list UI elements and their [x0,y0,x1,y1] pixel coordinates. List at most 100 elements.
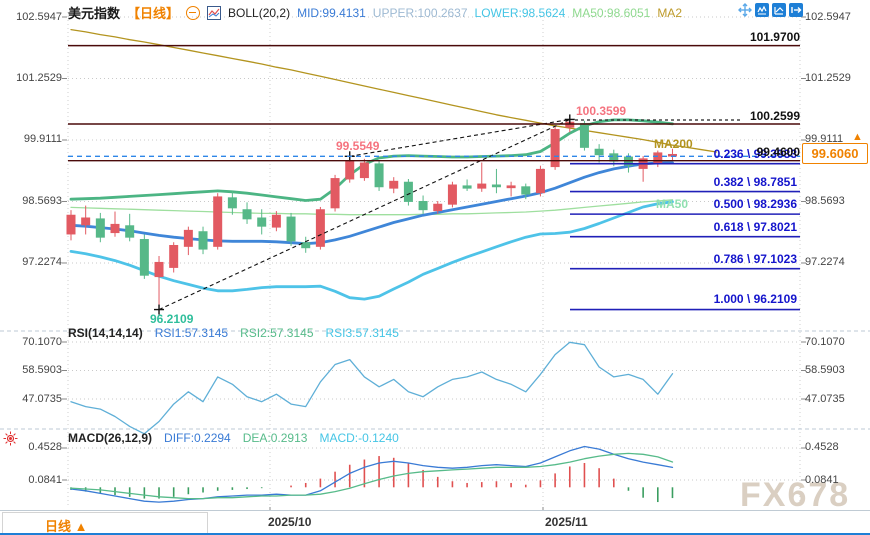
window-chart-icon[interactable] [755,3,769,17]
candle-body [198,231,208,250]
chart-type-icon[interactable] [207,5,222,20]
macd-macd-value: MACD:-0.1240 [319,431,399,445]
price-up-arrow-icon: ▲ [852,131,863,143]
symbol-name: 美元指数 [68,6,121,21]
ma50-value: MA50:98.6051 [572,5,651,20]
overlay-add-icon[interactable] [186,5,201,20]
candle-body [491,184,501,188]
candle-body [433,203,443,212]
candle-body [462,185,472,189]
candle-body [257,217,267,227]
rsi-axis-label-left: 70.1070 [22,335,62,348]
fib-label-0618[interactable]: 0.618 \ 97.8021 [713,220,797,234]
macd-axis-label-right: 0.4528 [805,441,839,454]
price-axis-label-left: 102.5947 [16,10,62,23]
candle-body [389,180,399,189]
candle-body [271,214,281,228]
candle-body [550,129,560,168]
trendline [349,118,570,157]
candle-body [609,153,619,162]
boll-upper-value: UPPER:100.2637 [372,5,468,20]
rsi3-value: RSI3:57.3145 [325,326,399,340]
indicator-label[interactable]: BOLL(20,2) [228,5,291,20]
candle-body [242,209,252,220]
swing-mid-label: 99.5549 [336,139,380,153]
fib-label-0786[interactable]: 0.786 \ 97.1023 [713,252,797,266]
panel-chart-icon[interactable] [772,3,786,17]
price-axis-label-right: 98.5693 [805,194,845,207]
candle-body [667,153,677,157]
current-price-box: 99.6060 [802,143,868,164]
rsi2-value: RSI2:57.3145 [240,326,314,340]
macd-dea-line [70,452,674,500]
price-axis-label-left: 98.5693 [22,194,62,207]
candle-body [81,217,91,226]
rsi-axis-label-left: 58.5903 [22,364,62,376]
rsi1-value: RSI1:57.3145 [154,326,229,340]
level-label-101-97[interactable]: 101.9700 [749,30,800,44]
exit-arrow-icon[interactable] [789,3,803,17]
chart-header: 美元指数 【日线】 BOLL(20,2) MID:99.4131 UPPER:1… [68,3,682,22]
candle-body [403,181,413,202]
macd-axis-label-left: 0.4528 [28,441,62,454]
macd-axis-label-right: 0.0841 [805,473,839,486]
candle-body [477,183,487,189]
date-label-oct: 2025/10 [268,515,312,529]
candle-body [653,152,663,164]
swing-high-label: 100.3599 [576,104,627,118]
candle-body [95,218,105,238]
period-selector-label: 日线 ▲ [45,519,88,534]
candle-body [227,197,237,209]
price-axis-label-right: 97.2274 [805,256,845,269]
period-tag[interactable]: 【日线】 [127,6,180,21]
candle-body [315,209,325,247]
boll-lower-line [69,200,674,301]
macd-diff-value: DIFF:0.2294 [164,431,231,445]
period-selector[interactable]: 日线 ▲ [2,512,208,534]
swing-low-label: 96.2109 [150,312,194,326]
rsi-axis-label-left: 47.0735 [22,392,62,405]
candle-body [169,244,179,268]
candle-body [374,163,384,188]
candle-body [535,168,545,194]
level-label-100-2599[interactable]: 100.2599 [749,109,800,123]
watermark: FX678 [740,476,851,514]
fib-label-0236[interactable]: 0.236 \ 99.3933 [713,147,797,161]
candle-body [447,184,457,205]
macd-indicator-label[interactable]: MACD(26,12,9) [68,431,153,445]
rsi-indicator-label[interactable]: RSI(14,14,14) [68,326,143,340]
move-crosshair-icon[interactable] [738,3,752,17]
price-axis-label-right: 99.9111 [805,133,844,146]
candle-body [183,229,193,247]
fib-label-0500[interactable]: 0.500 \ 98.2936 [713,197,797,211]
indicator-settings-icon[interactable] [3,431,18,451]
macd-header: MACD(26,12,9) DIFF:0.2294 DEA:0.2913 MAC… [68,431,399,445]
candle-body [139,239,149,276]
candle-body [330,178,340,209]
rsi-axis-label-right: 47.0735 [805,392,845,405]
price-axis-label-right: 102.5947 [805,10,851,23]
macd-diff-line [70,445,674,503]
rsi-line [70,341,674,435]
macd-axis-label-left: 0.0841 [28,473,62,486]
candle-body [418,200,428,211]
date-label-nov: 2025/11 [545,515,588,529]
fib-label-0382[interactable]: 0.382 \ 98.7851 [713,175,797,189]
price-axis-label-left: 99.9111 [23,133,62,146]
fib-label-1000[interactable]: 1.000 \ 96.2109 [713,292,797,306]
price-axis-label-left: 97.2274 [22,256,62,269]
price-axis-label-left: 101.2529 [16,71,62,84]
level-label-99-46[interactable]: 99.4600 [756,145,800,159]
window-bottom-border [0,533,870,535]
candle-body [345,161,355,180]
candle-body [594,148,604,156]
rsi-axis-label-right: 70.1070 [805,335,845,348]
price-axis-label-right: 101.2529 [805,71,851,84]
trendline [158,118,571,311]
boll-lower-value: LOWER:98.5624 [474,5,566,20]
dropdown-arrow-icon: ▲ [74,519,88,534]
toolbar [738,3,803,17]
candle-body [154,261,164,278]
boll-mid-line [69,161,674,246]
